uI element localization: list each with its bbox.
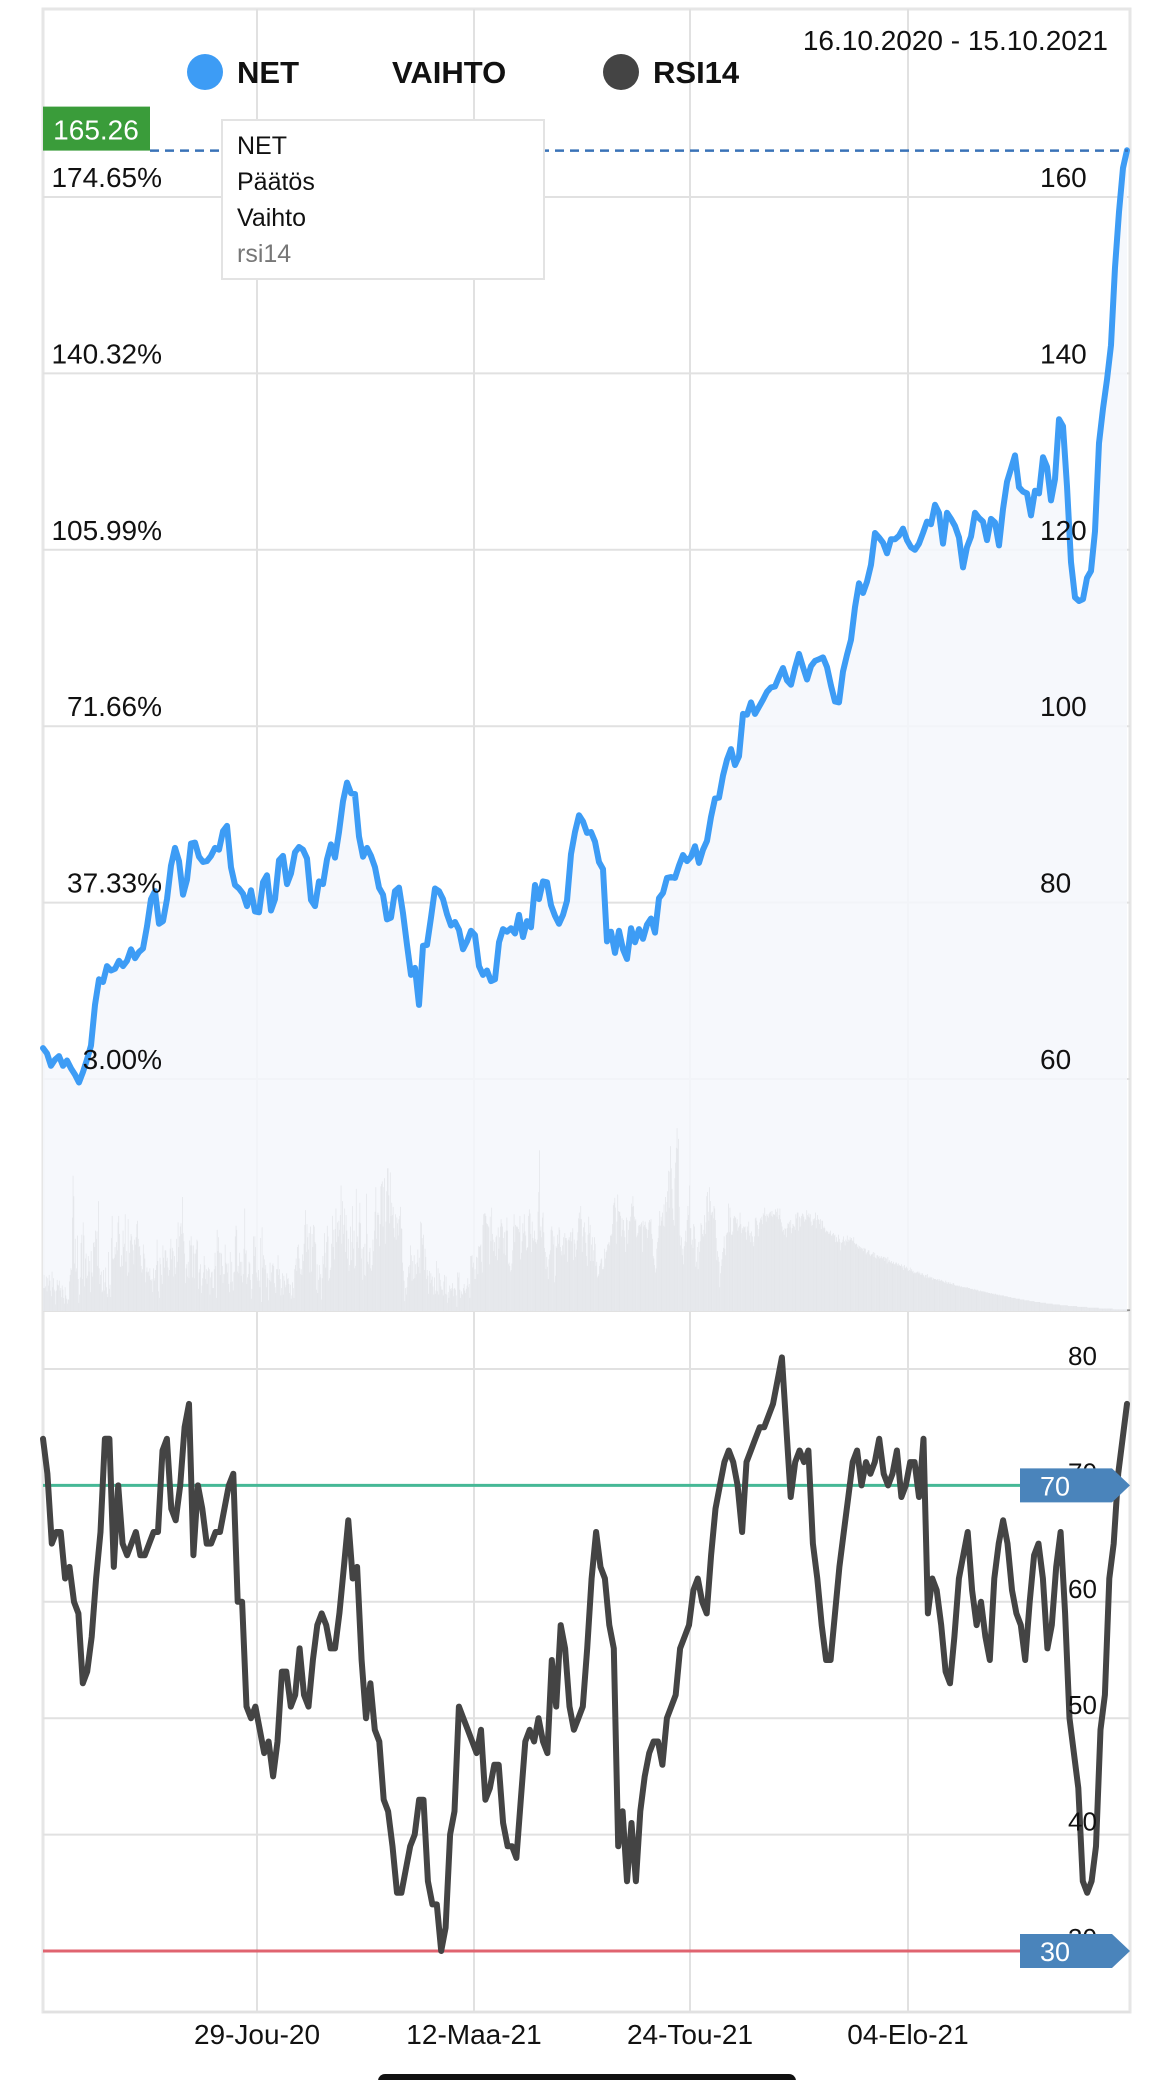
legend-item-rsi14[interactable]: RSI14 xyxy=(603,54,740,90)
rsi-tick-label: 60 xyxy=(1068,1574,1097,1604)
tooltip-line: Päätös xyxy=(237,168,315,196)
price-area-fill xyxy=(43,150,1127,1311)
price-tick-label: 60 xyxy=(1040,1044,1071,1075)
price-tick-label: 140 xyxy=(1040,338,1087,369)
date-range: 16.10.2020 - 15.10.2021 xyxy=(803,25,1108,56)
volume-bar xyxy=(1128,1309,1130,1311)
rsi-upper-badge-text: 70 xyxy=(1040,1471,1070,1501)
tooltip-line: rsi14 xyxy=(237,240,291,268)
rsi-tick-label: 50 xyxy=(1068,1690,1097,1720)
legend-label: VAIHTO xyxy=(392,55,506,90)
home-indicator[interactable] xyxy=(378,2074,796,2080)
rsi-line xyxy=(40,1354,1130,1954)
date-tick-label: 24-Tou-21 xyxy=(627,2019,753,2050)
last-price-text: 165.26 xyxy=(53,115,139,146)
date-tick-label: 12-Maa-21 xyxy=(406,2019,541,2050)
rsi-tick-label: 40 xyxy=(1068,1807,1097,1837)
price-tick-label: 100 xyxy=(1040,691,1087,722)
volume-bar xyxy=(1129,1309,1131,1311)
percent-tick-label: 140.32% xyxy=(51,338,162,369)
volume-bar xyxy=(1127,1309,1129,1311)
price-tick-label: 120 xyxy=(1040,515,1087,546)
price-series xyxy=(40,147,1130,1311)
percent-tick-label: 71.66% xyxy=(67,691,162,722)
tooltip-line: Vaihto xyxy=(237,204,306,232)
rsi-upper-badge: 70 xyxy=(1020,1468,1130,1503)
percent-tick-label: 3.00% xyxy=(83,1044,162,1075)
price-tick-label: 160 xyxy=(1040,162,1087,193)
rsi-tick-label: 80 xyxy=(1068,1341,1097,1371)
price-line xyxy=(40,147,1130,1086)
percent-tick-label: 105.99% xyxy=(51,515,162,546)
legend-item-net[interactable]: NET xyxy=(187,54,299,90)
last-price-badge: 165.26 xyxy=(43,106,150,151)
date-tick-label: 29-Jou-20 xyxy=(194,2019,320,2050)
rsi-lower-badge-text: 30 xyxy=(1040,1937,1070,1967)
legend-dot-icon xyxy=(187,54,223,90)
axis-labels: 60 80 100 120 140 160 3.00% 37.33% 71.66% 105.99%… xyxy=(51,162,1096,2050)
percent-tick-label: 174.65% xyxy=(51,162,162,193)
date-tick-label: 04-Elo-21 xyxy=(847,2019,968,2050)
price-tick-label: 80 xyxy=(1040,868,1071,899)
tooltip-line: NET xyxy=(237,132,287,160)
legend-label: NET xyxy=(237,55,299,90)
legend-dot-icon xyxy=(603,54,639,90)
legend-item-vaihto[interactable]: VAIHTO xyxy=(392,55,506,90)
legend-label: RSI14 xyxy=(653,55,740,90)
tooltip: NET Päätös Vaihto rsi14 xyxy=(221,119,545,280)
rsi-lower-badge: 30 xyxy=(1020,1934,1130,1968)
chart-overlays: 70 30 16.10.2020 - 15.10.2021 NET VAIHTO RSI1… xyxy=(43,25,1130,2080)
rsi-series xyxy=(40,1354,1130,1954)
percent-tick-label: 37.33% xyxy=(67,868,162,899)
volume-bar xyxy=(1127,1309,1128,1311)
